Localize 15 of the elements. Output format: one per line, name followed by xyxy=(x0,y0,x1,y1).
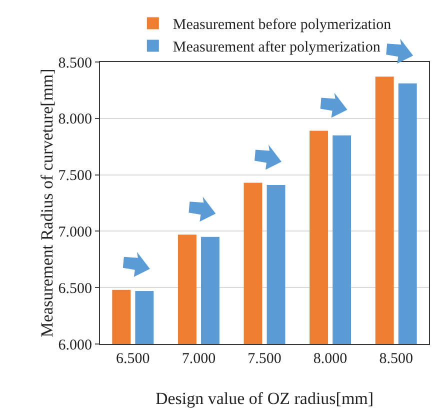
y-tick-label: 7.000 xyxy=(58,224,92,240)
x-tick-label: 8.500 xyxy=(379,351,413,367)
y-tick-label: 8.500 xyxy=(58,55,92,72)
y-axis-title: Measurement Radius of curveture[mm] xyxy=(37,68,56,338)
legend-label: Measurement after polymerization xyxy=(172,40,381,56)
x-tick-label: 7.500 xyxy=(248,351,282,367)
x-axis-title: Design value of OZ radius[mm] xyxy=(155,389,374,408)
x-tick-label: 8.000 xyxy=(313,351,348,367)
x-tick-label: 6.500 xyxy=(116,351,150,367)
y-tick-label: 6.500 xyxy=(58,280,92,297)
y-tick-label: 7.500 xyxy=(58,168,92,184)
y-tick-label: 8.000 xyxy=(58,112,92,128)
x-tick-label: 7.000 xyxy=(182,351,216,367)
y-tick-label: 6.000 xyxy=(58,337,92,354)
legend-label: Measurement before polymerization xyxy=(172,17,392,34)
